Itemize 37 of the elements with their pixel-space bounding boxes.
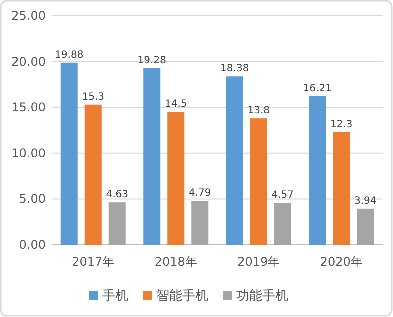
bar: [274, 203, 292, 245]
x-tick-label: 2017年: [72, 255, 115, 269]
data-label: 3.94: [354, 196, 377, 207]
data-label: 16.21: [303, 84, 332, 95]
data-label: 19.28: [138, 55, 166, 66]
legend-label: 手机: [102, 289, 128, 304]
bar: [168, 112, 185, 245]
y-tick-label: 10.00: [12, 146, 46, 160]
data-label: 19.88: [55, 50, 84, 61]
bar: [250, 118, 268, 245]
legend-label: 智能手机: [156, 289, 208, 304]
legend-label: 功能手机: [236, 289, 288, 304]
bar: [84, 104, 102, 245]
data-label: 4.79: [188, 188, 212, 200]
x-tick-label: 2018年: [154, 255, 198, 269]
bar: [333, 132, 350, 245]
bar: [309, 96, 326, 245]
data-label: 13.8: [248, 106, 270, 117]
bar: [226, 76, 244, 245]
y-tick-label: 20.00: [12, 54, 46, 69]
x-tick-label: 2019年: [238, 255, 280, 269]
y-tick-label: 15.00: [12, 100, 46, 115]
data-label: 4.57: [272, 190, 294, 202]
bar: [192, 201, 209, 245]
y-tick-label: 25.00: [12, 9, 46, 23]
data-label: 15.3: [82, 92, 105, 103]
y-tick-label: 5.00: [19, 192, 46, 206]
data-label: 12.3: [330, 119, 353, 130]
bar: [144, 68, 161, 245]
bar: [60, 62, 78, 245]
data-label: 14.5: [164, 99, 188, 110]
data-label: 4.63: [106, 190, 129, 201]
x-tick-label: 2020年: [320, 255, 363, 269]
y-tick-label: 0.00: [19, 238, 46, 252]
data-label: 18.38: [220, 64, 250, 75]
bar: [357, 208, 374, 245]
bar: [108, 202, 126, 245]
